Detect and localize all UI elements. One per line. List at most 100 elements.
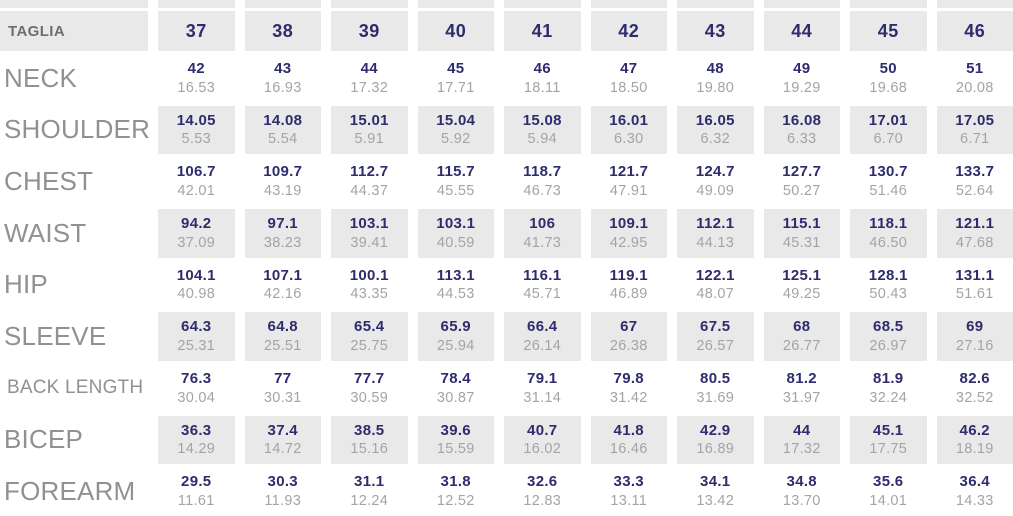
cm-value: 17.01 [868, 111, 908, 129]
measurement-cell-neck-44: 49 19.29 [764, 54, 841, 103]
measurement-cell-hip-39: 100.1 43.35 [331, 261, 408, 310]
inches-value: 6.33 [787, 131, 817, 148]
measurement-cell-back-length-38: 77 30.31 [245, 364, 322, 413]
cm-value: 115.1 [782, 215, 821, 233]
measurement-cell-sleeve-45: 68.5 26.97 [850, 312, 927, 361]
row-label-forearm: FOREARM [4, 476, 136, 507]
measurement-cell-hip-46: 131.1 51.61 [937, 261, 1013, 310]
inches-value: 31.69 [696, 389, 735, 406]
inches-value: 50.43 [869, 286, 908, 303]
cm-value: 34.1 [700, 473, 731, 491]
inches-value: 37.09 [177, 234, 216, 251]
header-size-41: 41 [504, 11, 581, 51]
measurement-cell-back-length-41: 79.1 31.14 [504, 364, 581, 413]
table-top-edge [331, 0, 408, 8]
cm-value: 64.3 [181, 318, 212, 336]
inches-value: 46.50 [869, 234, 908, 251]
inches-value: 47.91 [609, 182, 648, 199]
inches-value: 16.02 [523, 441, 562, 458]
cm-value: 109.7 [263, 163, 303, 181]
table-top-edge [244, 0, 321, 8]
inches-value: 6.70 [873, 131, 903, 148]
measurement-cell-back-length-40: 78.4 30.87 [418, 364, 495, 413]
table-top-edge [677, 0, 754, 8]
inches-value: 13.42 [696, 492, 735, 509]
cm-value: 37.4 [267, 421, 298, 439]
measurement-cell-back-length-44: 81.2 31.97 [764, 364, 841, 413]
table-top-edge [936, 0, 1013, 8]
cm-value: 16.08 [782, 111, 822, 129]
measurement-cell-chest-42: 121.7 47.91 [591, 157, 668, 206]
inches-value: 15.59 [436, 441, 475, 458]
measurement-cell-forearm-43: 34.1 13.42 [677, 467, 754, 516]
measurement-cell-hip-40: 113.1 44.53 [418, 261, 495, 310]
measurement-cell-neck-41: 46 18.11 [504, 54, 581, 103]
inches-value: 11.61 [177, 492, 215, 509]
cm-value: 44 [360, 60, 378, 78]
inches-value: 17.32 [782, 441, 821, 458]
cm-value: 15.01 [349, 111, 389, 129]
inches-value: 16.53 [177, 79, 216, 96]
cm-value: 107.1 [263, 266, 303, 284]
cm-value: 127.7 [782, 163, 822, 181]
inches-value: 6.30 [614, 131, 644, 148]
inches-value: 17.71 [436, 79, 475, 96]
inches-value: 27.16 [955, 337, 994, 354]
measurement-cell-neck-39: 44 17.32 [331, 54, 408, 103]
measurement-cell-chest-45: 130.7 51.46 [850, 157, 927, 206]
size-corner-label: TAGLIA [0, 11, 148, 51]
measurement-cell-waist-40: 103.1 40.59 [417, 209, 494, 258]
inches-value: 14.01 [869, 492, 908, 509]
inches-value: 6.32 [700, 131, 730, 148]
measurement-cell-bicep-40: 39.6 15.59 [417, 415, 494, 465]
cm-value: 121.1 [955, 215, 995, 233]
table-top-edge [850, 0, 927, 8]
inches-value: 45.55 [436, 182, 475, 199]
cm-value: 118.7 [523, 163, 562, 181]
cm-value: 109.1 [609, 215, 649, 233]
measurement-cell-waist-46: 121.1 47.68 [936, 209, 1013, 258]
cm-value: 106.7 [176, 163, 216, 181]
measurement-cell-forearm-38: 30.3 11.93 [245, 467, 322, 516]
inches-value: 43.19 [263, 182, 302, 199]
header-size-38: 38 [244, 11, 321, 51]
inches-value: 52.64 [955, 182, 994, 199]
row-label-chest: CHEST [4, 166, 94, 197]
cm-value: 16.05 [695, 111, 735, 129]
inches-value: 47.68 [955, 234, 994, 251]
inches-value: 17.75 [869, 441, 908, 458]
cm-value: 44 [793, 421, 811, 439]
inches-value: 50.27 [782, 182, 821, 199]
measurement-cell-shoulder-42: 16.01 6.30 [590, 105, 667, 155]
measurement-cell-bicep-45: 45.1 17.75 [850, 415, 927, 465]
measurement-cell-hip-41: 116.1 45.71 [504, 261, 581, 310]
table-top-edge [417, 0, 494, 8]
cm-value: 77 [274, 370, 292, 388]
measurement-cell-bicep-44: 44 17.32 [763, 415, 840, 465]
cm-value: 36.3 [181, 421, 212, 439]
row-label-waist: WAIST [4, 217, 87, 248]
inches-value: 6.71 [960, 131, 990, 148]
cm-value: 81.2 [786, 370, 817, 388]
cm-value: 16.01 [609, 111, 649, 129]
inches-value: 26.14 [523, 337, 562, 354]
measurement-cell-hip-43: 122.1 48.07 [677, 261, 754, 310]
measurement-cell-sleeve-44: 68 26.77 [763, 312, 840, 361]
cm-value: 14.08 [263, 111, 303, 129]
cm-value: 47 [620, 60, 638, 78]
inches-value: 45.71 [523, 286, 562, 303]
measurement-cell-bicep-41: 40.7 16.02 [504, 415, 581, 465]
inches-value: 18.19 [955, 441, 994, 458]
inches-value: 30.31 [263, 389, 302, 406]
inches-value: 44.13 [696, 234, 735, 251]
cm-value: 116.1 [523, 266, 562, 284]
measurement-cell-back-length-45: 81.9 32.24 [850, 364, 927, 413]
cm-value: 81.9 [873, 370, 904, 388]
inches-value: 5.91 [354, 131, 384, 148]
measurement-cell-chest-41: 118.7 46.73 [504, 157, 581, 206]
measurement-cell-shoulder-44: 16.08 6.33 [763, 105, 840, 155]
cm-value: 41.8 [613, 421, 644, 439]
cm-value: 112.1 [696, 215, 735, 233]
measurement-cell-waist-42: 109.1 42.95 [590, 209, 667, 258]
inches-value: 40.59 [436, 234, 475, 251]
